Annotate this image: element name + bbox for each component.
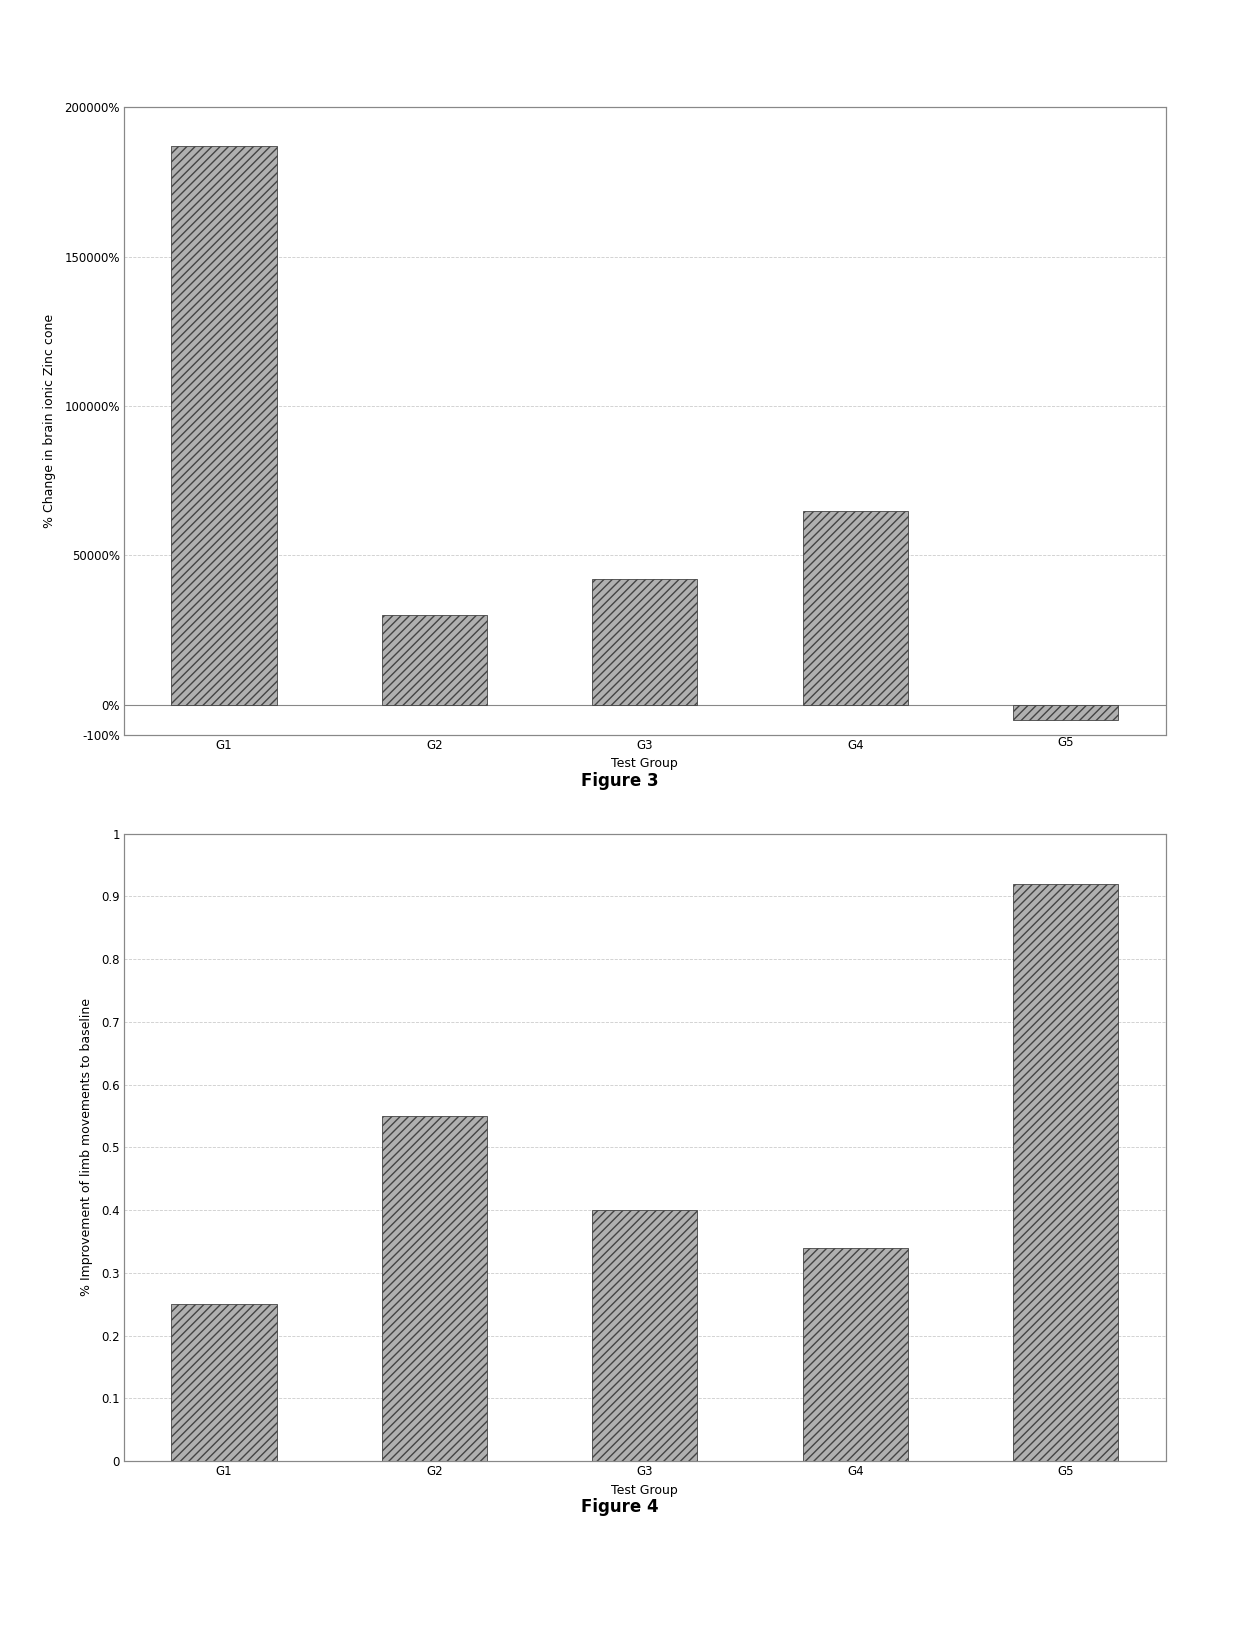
- Bar: [1013, 883, 1118, 1461]
- Bar: [593, 1210, 697, 1461]
- X-axis label: Test Group: Test Group: [611, 1484, 678, 1497]
- Bar: [802, 1248, 908, 1461]
- Bar: [593, 580, 697, 705]
- Bar: [382, 616, 487, 705]
- Bar: [171, 1304, 277, 1461]
- Bar: [1013, 705, 1118, 720]
- Text: G5: G5: [1058, 736, 1074, 750]
- Bar: [802, 510, 908, 705]
- Y-axis label: % Improvement of limb movements to baseline: % Improvement of limb movements to basel…: [79, 999, 93, 1296]
- X-axis label: Test Group: Test Group: [611, 758, 678, 771]
- Text: Figure 3: Figure 3: [582, 773, 658, 789]
- Bar: [382, 1116, 487, 1461]
- Y-axis label: % Change in brain ionic Zinc cone: % Change in brain ionic Zinc cone: [43, 314, 56, 528]
- Bar: [171, 147, 277, 705]
- Text: Figure 4: Figure 4: [582, 1499, 658, 1516]
